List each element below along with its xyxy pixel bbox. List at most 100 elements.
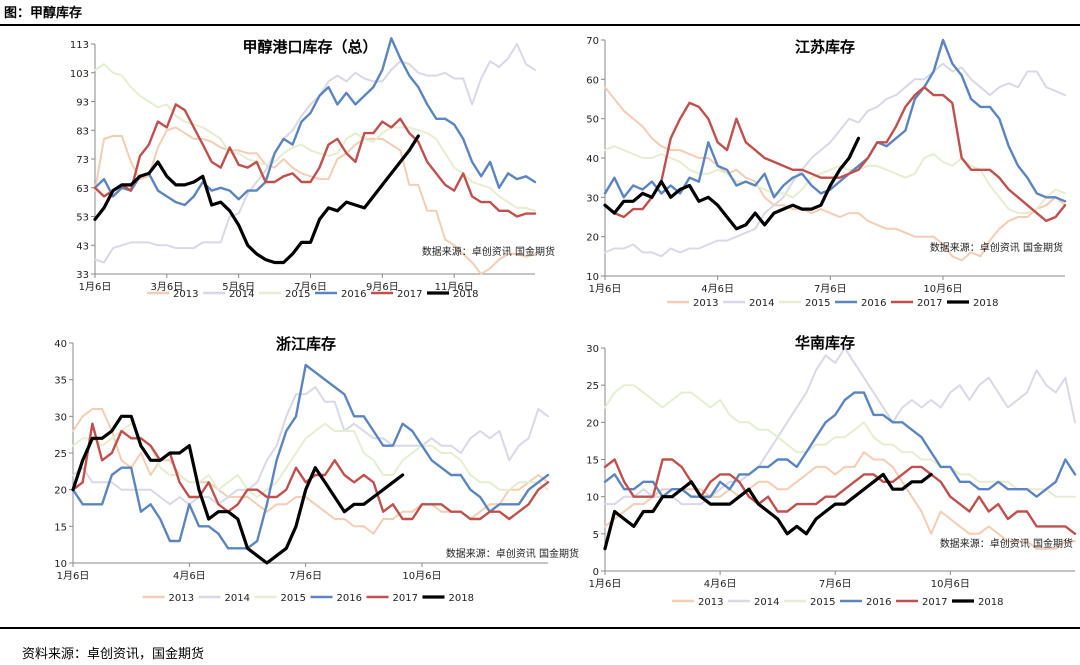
legend-label: 2016 xyxy=(861,298,886,309)
x-tick-label: 4月6日 xyxy=(173,570,206,582)
series-line-2013 xyxy=(94,126,536,275)
figure-title: 图：甲醇库存 xyxy=(4,6,83,21)
x-tick-label: 9月6日 xyxy=(366,281,399,293)
chart-source-note: 数据来源：卓创资讯 国金期货 xyxy=(446,547,579,560)
legend-label: 2018 xyxy=(453,289,478,300)
y-tick-label: 83 xyxy=(76,126,89,137)
chart-title: 江苏库存 xyxy=(795,38,855,56)
series-line-2017 xyxy=(71,422,550,521)
legend-label: 2014 xyxy=(225,593,250,604)
legend-label: 2018 xyxy=(978,597,1003,608)
x-tick-label: 11月6日 xyxy=(435,281,474,293)
y-tick-label: 30 xyxy=(54,412,67,423)
series-line-2014 xyxy=(604,347,1076,506)
x-tick-label: 1月6日 xyxy=(589,283,622,295)
chart-source-note: 数据来源：卓创资讯 国金期货 xyxy=(940,537,1073,550)
legend-label: 2016 xyxy=(337,593,362,604)
legend-label: 2013 xyxy=(698,597,723,608)
legend-label: 2017 xyxy=(393,593,418,604)
series-line-2016 xyxy=(71,363,550,550)
series-line-2018 xyxy=(93,134,420,265)
series-line-2013 xyxy=(72,408,549,535)
y-tick-label: 103 xyxy=(70,69,89,80)
x-tick-label: 4月6日 xyxy=(704,578,737,590)
y-tick-label: 113 xyxy=(70,40,89,51)
series-line-2016 xyxy=(93,37,537,207)
x-tick-label: 10月6日 xyxy=(402,570,441,582)
legend-label: 2015 xyxy=(805,298,830,309)
x-tick-label: 7月6日 xyxy=(819,578,852,590)
y-tick-label: 70 xyxy=(586,36,599,47)
y-tick-label: 25 xyxy=(54,449,67,460)
y-tick-label: 15 xyxy=(54,522,67,533)
y-tick-label: 0 xyxy=(593,567,599,578)
legend-label: 2014 xyxy=(749,298,774,309)
y-tick-label: 25 xyxy=(586,381,599,392)
y-tick-label: 50 xyxy=(586,115,599,126)
series-line-2017 xyxy=(603,458,1077,536)
series-line-2014 xyxy=(72,386,549,506)
legend-label: 2013 xyxy=(173,289,198,300)
y-tick-label: 10 xyxy=(54,559,67,570)
bottom-rule xyxy=(0,627,1080,629)
series-line-2013 xyxy=(604,86,1066,262)
y-tick-label: 73 xyxy=(76,155,89,166)
series-line-2015 xyxy=(604,145,1066,215)
legend-label: 2017 xyxy=(397,289,422,300)
series-line-2018 xyxy=(603,472,933,551)
y-tick-label: 30 xyxy=(586,344,599,355)
legend-label: 2015 xyxy=(281,593,306,604)
y-tick-label: 93 xyxy=(76,98,89,109)
chart-title: 浙江库存 xyxy=(276,335,336,353)
x-tick-label: 3月6日 xyxy=(150,281,183,293)
y-tick-label: 5 xyxy=(593,530,599,541)
series-line-2016 xyxy=(603,38,1067,203)
legend-label: 2014 xyxy=(754,597,779,608)
series-line-2017 xyxy=(93,103,537,218)
legend-label: 2016 xyxy=(341,289,366,300)
x-tick-label: 1月6日 xyxy=(57,570,90,582)
x-tick-label: 10月6日 xyxy=(931,578,970,590)
y-tick-label: 43 xyxy=(76,241,89,252)
y-tick-label: 53 xyxy=(76,213,89,224)
legend-label: 2015 xyxy=(810,597,835,608)
legend-label: 2013 xyxy=(693,298,718,309)
series-line-2016 xyxy=(603,391,1077,498)
x-tick-label: 4月6日 xyxy=(701,283,734,295)
y-tick-label: 35 xyxy=(54,376,67,387)
legend-label: 2013 xyxy=(169,593,194,604)
series-line-2015 xyxy=(94,63,536,212)
series-line-2014 xyxy=(94,43,536,264)
y-tick-label: 20 xyxy=(54,486,67,497)
legend-label: 2017 xyxy=(917,298,942,309)
y-tick-label: 10 xyxy=(586,493,599,504)
x-tick-label: 7月6日 xyxy=(814,283,847,295)
legend-label: 2018 xyxy=(449,593,474,604)
y-tick-label: 60 xyxy=(586,75,599,86)
x-tick-label: 1月6日 xyxy=(589,578,622,590)
y-tick-label: 40 xyxy=(586,154,599,165)
y-tick-label: 40 xyxy=(54,339,67,350)
y-tick-label: 63 xyxy=(76,184,89,195)
x-tick-label: 10月6日 xyxy=(923,283,962,295)
y-tick-label: 33 xyxy=(76,270,89,281)
chart-title: 华南库存 xyxy=(795,334,855,352)
series-line-2018 xyxy=(603,136,861,231)
y-tick-label: 20 xyxy=(586,418,599,429)
legend-label: 2017 xyxy=(922,597,947,608)
legend-label: 2014 xyxy=(229,289,254,300)
top-rule xyxy=(0,24,1080,26)
series-line-2017 xyxy=(603,86,1067,223)
legend-label: 2016 xyxy=(866,597,891,608)
y-tick-label: 10 xyxy=(586,272,599,283)
chart-source-note: 数据来源：卓创资讯 国金期货 xyxy=(422,245,555,258)
series-line-2014 xyxy=(604,62,1066,258)
chart-source-note: 数据来源：卓创资讯 国金期货 xyxy=(930,241,1063,254)
x-tick-label: 5月6日 xyxy=(222,281,255,293)
legend-label: 2018 xyxy=(973,298,998,309)
x-tick-label: 7月6日 xyxy=(294,281,327,293)
